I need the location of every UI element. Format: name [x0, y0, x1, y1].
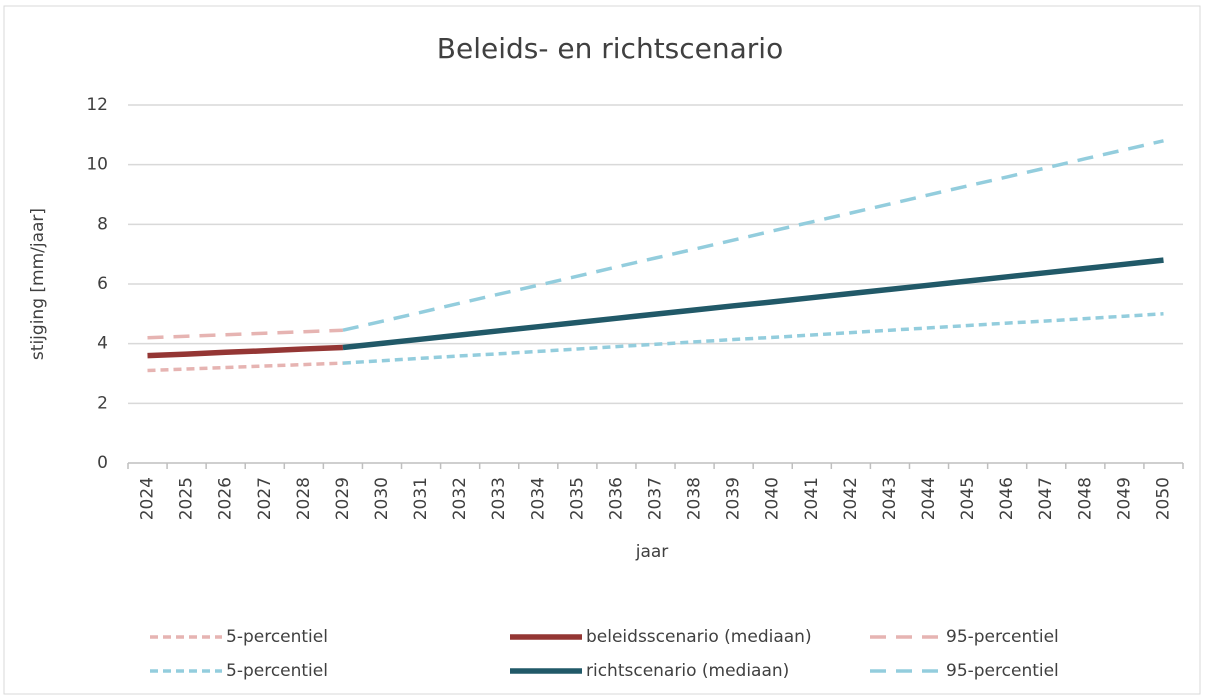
- x-tick-label: 2027: [255, 477, 275, 520]
- x-tick-label: 2030: [372, 477, 392, 520]
- y-tick-label: 6: [97, 274, 108, 294]
- x-tick-label: 2031: [411, 477, 431, 520]
- x-tick-label: 2040: [763, 477, 783, 520]
- x-tick-label: 2034: [528, 477, 548, 520]
- y-tick-label: 2: [97, 393, 108, 413]
- x-tick-label: 2035: [567, 477, 587, 520]
- x-tick-label: 2045: [958, 477, 978, 520]
- x-tick-label: 2047: [1036, 477, 1056, 520]
- x-tick-label: 2032: [450, 477, 470, 520]
- x-tick-label: 2028: [294, 477, 314, 520]
- chart-border: [3, 5, 1201, 695]
- series-line: [147, 361, 343, 373]
- y-tick-label: 8: [97, 214, 108, 234]
- y-tick-label: 12: [86, 95, 108, 115]
- x-tick-label: 2038: [685, 477, 705, 520]
- series-line: [147, 344, 344, 359]
- x-tick-label: 2024: [138, 477, 158, 520]
- x-tick-label: 2033: [489, 477, 509, 520]
- x-tick-label: 2041: [802, 477, 822, 520]
- legend-label: richtscenario (mediaan): [586, 661, 789, 681]
- x-tick-label: 2036: [606, 477, 626, 520]
- x-tick-label: 2025: [177, 477, 197, 520]
- y-tick-label: 10: [86, 155, 108, 175]
- legend-label: 5-percentiel: [226, 627, 328, 647]
- x-tick-label: 2042: [841, 477, 861, 520]
- x-axis-label: jaar: [635, 542, 669, 562]
- legend-label: 95-percentiel: [946, 627, 1059, 647]
- x-tick-label: 2048: [1075, 477, 1095, 520]
- series-line: [342, 257, 1164, 351]
- chart-title: Beleids- en richtscenario: [437, 32, 783, 65]
- x-tick-label: 2029: [333, 477, 353, 520]
- legend-label: beleidsscenario (mediaan): [586, 627, 812, 647]
- x-tick-label: 2046: [997, 477, 1017, 520]
- y-axis-label: stijging [mm/jaar]: [28, 208, 48, 360]
- series-line: [147, 328, 343, 340]
- x-tick-label: 2044: [919, 477, 939, 520]
- y-tick-label: 4: [97, 334, 108, 354]
- x-tick-label: 2037: [646, 477, 666, 520]
- x-tick-label: 2039: [724, 477, 744, 520]
- series-line: [342, 139, 1164, 332]
- x-tick-label: 2026: [216, 477, 236, 520]
- series-line: [342, 312, 1164, 365]
- x-tick-label: 2049: [1114, 477, 1134, 520]
- legend-label: 95-percentiel: [946, 661, 1059, 681]
- x-tick-label: 2050: [1153, 477, 1173, 520]
- x-tick-label: 2043: [880, 477, 900, 520]
- legend-label: 5-percentiel: [226, 661, 328, 681]
- y-tick-label: 0: [97, 453, 108, 473]
